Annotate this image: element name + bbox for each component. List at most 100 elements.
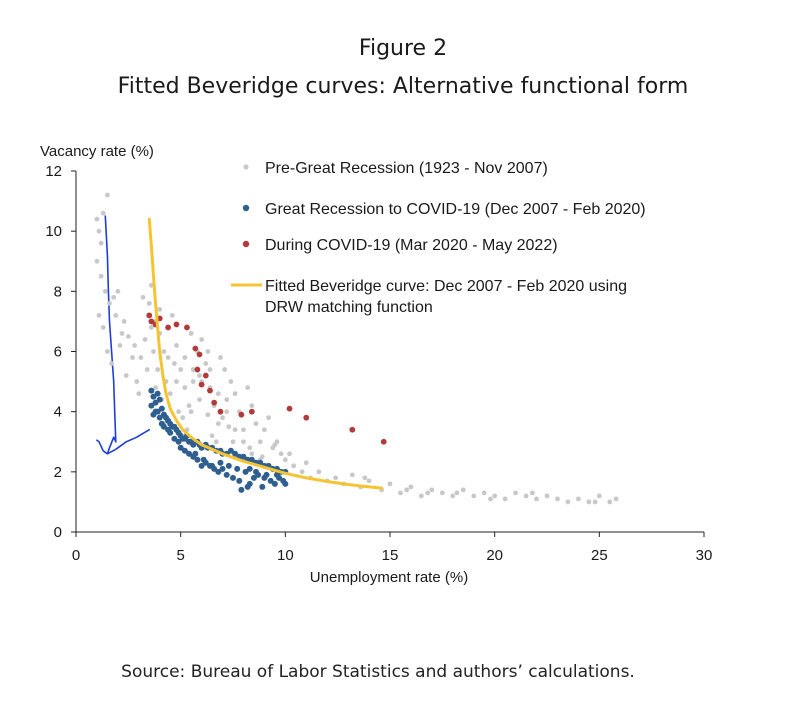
covid-point-20 — [380, 438, 387, 445]
pre-point-44 — [215, 421, 221, 427]
gr-point-50 — [282, 480, 289, 487]
pre-point-98 — [523, 493, 529, 499]
gr-point-35 — [232, 450, 239, 457]
pre-point-96 — [502, 496, 508, 502]
y-tick-label-6: 6 — [54, 344, 62, 361]
gr-point-34 — [227, 447, 234, 454]
pre-point-99 — [534, 496, 539, 502]
pre-point-90 — [439, 490, 445, 496]
x-axis-label: Unemployment rate (%) — [310, 569, 468, 586]
x-tick-label-0: 0 — [72, 547, 80, 564]
pre-point-139 — [190, 367, 196, 372]
pre-point-127 — [153, 385, 158, 390]
gr-point-83 — [217, 459, 224, 466]
pre-point-110 — [488, 496, 493, 502]
gr-point-62 — [215, 468, 222, 475]
pre-point-85 — [387, 481, 393, 487]
covid-point-0 — [146, 312, 153, 319]
pre-point-12 — [105, 349, 110, 354]
pre-point-109 — [529, 490, 535, 496]
pre-point-65 — [249, 403, 255, 409]
pre-point-142 — [215, 391, 221, 397]
gr-point-87 — [246, 465, 253, 472]
pre-point-124 — [197, 397, 202, 403]
gr-point-69 — [186, 450, 193, 457]
pre-point-69 — [266, 415, 271, 421]
gr-point-37 — [240, 453, 247, 460]
pre-point-102 — [565, 499, 571, 505]
pre-point-5 — [105, 192, 110, 198]
y-tick-label-10: 10 — [45, 223, 62, 240]
gr-point-0 — [148, 387, 155, 394]
pre-point-7 — [102, 288, 108, 294]
pre-point-132 — [107, 300, 112, 306]
y-tick-label-12: 12 — [45, 163, 62, 180]
pre-point-135 — [157, 306, 163, 312]
pre-point-115 — [303, 460, 309, 466]
pre-point-37 — [180, 415, 186, 421]
pre-point-61 — [218, 355, 223, 360]
gr-point-39 — [248, 456, 255, 463]
pre-point-129 — [132, 343, 138, 348]
gr-point-70 — [181, 447, 188, 454]
pre-point-112 — [425, 490, 431, 496]
pre-point-23 — [146, 300, 152, 306]
pre-point-94 — [481, 490, 487, 496]
x-tick-label-10: 10 — [277, 547, 294, 564]
pre-point-36 — [186, 403, 192, 409]
pre-point-31 — [171, 361, 177, 366]
pre-point-137 — [174, 379, 179, 384]
covid-point-1 — [148, 318, 155, 325]
pre-point-79 — [333, 475, 338, 481]
pre-point-89 — [429, 487, 435, 493]
x-tick-label-20: 20 — [486, 547, 503, 564]
covid-point-16 — [248, 408, 255, 415]
pre-point-45 — [188, 331, 194, 336]
covid-point-15 — [238, 411, 245, 418]
covid-point-14 — [217, 408, 224, 415]
pre-point-92 — [460, 487, 466, 493]
pre-point-74 — [291, 463, 297, 469]
pre-point-13 — [109, 361, 114, 366]
pre-point-20 — [138, 355, 144, 360]
pre-point-146 — [249, 451, 255, 457]
pre-point-63 — [197, 373, 202, 378]
legend-marker-pre — [243, 164, 249, 170]
pre-point-55 — [224, 397, 230, 403]
pre-point-107 — [613, 496, 619, 502]
gr-point-4 — [154, 390, 161, 397]
pre-point-75 — [299, 469, 305, 475]
pre-point-8 — [111, 294, 117, 300]
gr-point-90 — [238, 486, 245, 493]
pre-point-81 — [349, 472, 355, 478]
gr-point-51 — [271, 480, 278, 487]
pre-point-136 — [165, 355, 171, 360]
covid-point-18 — [303, 414, 310, 421]
pre-point-120 — [230, 439, 236, 445]
legend-label-pre: Pre-Great Recession (1923 - Nov 2007) — [265, 160, 548, 177]
covid-point-8 — [196, 351, 203, 358]
gr-point-88 — [253, 468, 260, 475]
gr-point-7 — [158, 405, 165, 412]
legend-label-fit: Fitted Beveridge curve: Dec 2007 - Feb 2… — [265, 278, 627, 316]
pre-point-97 — [513, 490, 518, 496]
covid-point-12 — [207, 387, 213, 394]
gr-point-91 — [244, 483, 251, 490]
x-tick-label-15: 15 — [382, 547, 399, 564]
pre-point-17 — [130, 355, 135, 360]
covid-point-10 — [198, 381, 205, 388]
pre-point-106 — [607, 499, 613, 505]
pre-point-131 — [113, 313, 119, 318]
figure-title: Fitted Beveridge curves: Alternative fun… — [117, 74, 689, 99]
pre-point-24 — [148, 282, 154, 288]
fitted-curve-line — [147, 217, 384, 490]
pre-point-101 — [555, 496, 560, 502]
x-tick-label-5: 5 — [176, 547, 184, 564]
pre-point-34 — [178, 367, 184, 372]
gr-point-55 — [250, 474, 257, 481]
pre-point-64 — [245, 385, 251, 390]
gr-point-89 — [263, 471, 270, 478]
pre-point-88 — [419, 493, 424, 499]
x-tick-label-25: 25 — [591, 547, 608, 564]
gr-point-58 — [236, 477, 243, 484]
